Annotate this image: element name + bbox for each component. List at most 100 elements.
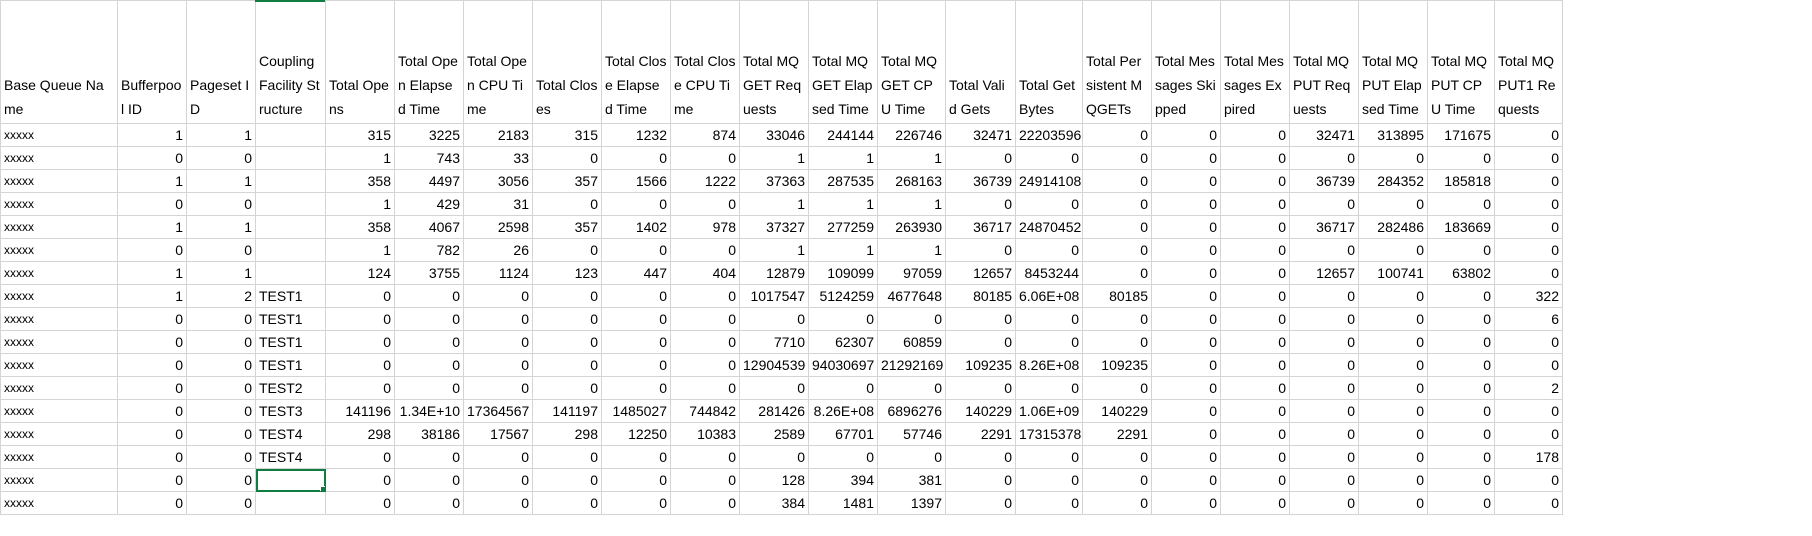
table-cell[interactable]: 178: [1494, 445, 1563, 469]
column-header[interactable]: Total Persistent MQGETs: [1082, 0, 1152, 124]
table-cell[interactable]: 0: [1494, 215, 1563, 239]
table-cell[interactable]: 394: [808, 468, 878, 492]
table-cell[interactable]: 0: [1289, 238, 1359, 262]
table-cell[interactable]: 0: [1082, 307, 1152, 331]
table-cell[interactable]: 0: [325, 376, 395, 400]
active-cell[interactable]: [255, 468, 326, 492]
table-cell[interactable]: 0: [1494, 238, 1563, 262]
table-cell[interactable]: 8453244: [1015, 261, 1083, 285]
table-cell[interactable]: 0: [1358, 353, 1428, 377]
structure-cell[interactable]: [255, 238, 326, 262]
table-cell[interactable]: 171675: [1427, 123, 1495, 147]
table-cell[interactable]: 0: [1494, 399, 1563, 423]
table-cell[interactable]: 0: [1494, 491, 1563, 515]
table-cell[interactable]: 281426: [739, 399, 809, 423]
table-cell[interactable]: 0: [325, 353, 395, 377]
table-cell[interactable]: 109235: [1082, 353, 1152, 377]
column-header[interactable]: Pageset ID: [186, 0, 256, 124]
table-cell[interactable]: 17364567: [463, 399, 533, 423]
table-cell[interactable]: 0: [325, 445, 395, 469]
table-cell[interactable]: 0: [1015, 330, 1083, 354]
table-cell[interactable]: 0: [1289, 399, 1359, 423]
table-cell[interactable]: 0: [1289, 146, 1359, 170]
table-cell[interactable]: 0: [463, 353, 533, 377]
table-cell[interactable]: 384: [739, 491, 809, 515]
table-cell[interactable]: 0: [1289, 353, 1359, 377]
table-cell[interactable]: 0: [1220, 445, 1290, 469]
table-cell[interactable]: 0: [1151, 445, 1221, 469]
structure-cell[interactable]: TEST2: [255, 376, 326, 400]
table-cell[interactable]: 0: [186, 376, 256, 400]
table-cell[interactable]: 0: [1289, 468, 1359, 492]
table-cell[interactable]: 0: [1220, 169, 1290, 193]
table-cell[interactable]: 0: [1151, 284, 1221, 308]
table-cell[interactable]: 3755: [394, 261, 464, 285]
table-cell[interactable]: 0: [670, 284, 740, 308]
table-cell[interactable]: 1: [186, 261, 256, 285]
table-cell[interactable]: 0: [1151, 169, 1221, 193]
table-cell[interactable]: 0: [532, 468, 602, 492]
table-cell[interactable]: 0: [1082, 215, 1152, 239]
table-cell[interactable]: 0: [325, 330, 395, 354]
table-cell[interactable]: 313895: [1358, 123, 1428, 147]
table-cell[interactable]: 0: [1427, 330, 1495, 354]
table-cell[interactable]: 0: [325, 284, 395, 308]
table-cell[interactable]: 0: [1427, 238, 1495, 262]
table-cell[interactable]: 1: [117, 261, 187, 285]
queue-name-cell[interactable]: xxxxx: [0, 238, 118, 262]
table-cell[interactable]: 12657: [1289, 261, 1359, 285]
table-cell[interactable]: 0: [1358, 146, 1428, 170]
table-cell[interactable]: 0: [1358, 376, 1428, 400]
table-cell[interactable]: 0: [117, 399, 187, 423]
table-cell[interactable]: 0: [117, 192, 187, 216]
table-cell[interactable]: 2: [186, 284, 256, 308]
table-cell[interactable]: 0: [394, 284, 464, 308]
table-cell[interactable]: 404: [670, 261, 740, 285]
table-cell[interactable]: 0: [1151, 261, 1221, 285]
table-cell[interactable]: 6.06E+08: [1015, 284, 1083, 308]
table-cell[interactable]: 0: [1151, 307, 1221, 331]
column-header[interactable]: Total Close CPU Time: [670, 0, 740, 124]
structure-cell[interactable]: TEST3: [255, 399, 326, 423]
table-cell[interactable]: 0: [1220, 422, 1290, 446]
table-cell[interactable]: 0: [1082, 445, 1152, 469]
table-cell[interactable]: 24870452: [1015, 215, 1083, 239]
table-cell[interactable]: 0: [1151, 146, 1221, 170]
table-cell[interactable]: 0: [1151, 330, 1221, 354]
table-cell[interactable]: 36717: [1289, 215, 1359, 239]
table-cell[interactable]: 357: [532, 215, 602, 239]
table-cell[interactable]: 0: [1220, 146, 1290, 170]
table-cell[interactable]: 3056: [463, 169, 533, 193]
table-cell[interactable]: 0: [186, 468, 256, 492]
table-cell[interactable]: 0: [1220, 192, 1290, 216]
column-header[interactable]: Coupling Facility Structure: [255, 0, 326, 124]
structure-cell[interactable]: TEST1: [255, 353, 326, 377]
table-cell[interactable]: 4677648: [877, 284, 946, 308]
table-cell[interactable]: 0: [186, 330, 256, 354]
table-cell[interactable]: 0: [1289, 307, 1359, 331]
table-cell[interactable]: 0: [117, 491, 187, 515]
table-cell[interactable]: 0: [1220, 399, 1290, 423]
queue-name-cell[interactable]: xxxxx: [0, 284, 118, 308]
table-cell[interactable]: 743: [394, 146, 464, 170]
table-cell[interactable]: 97059: [877, 261, 946, 285]
table-cell[interactable]: 0: [1427, 376, 1495, 400]
structure-cell[interactable]: [255, 123, 326, 147]
table-cell[interactable]: 36717: [945, 215, 1016, 239]
table-cell[interactable]: 0: [1289, 330, 1359, 354]
table-cell[interactable]: 0: [186, 445, 256, 469]
table-cell[interactable]: 0: [1151, 468, 1221, 492]
column-header[interactable]: Total Messages Expired: [1220, 0, 1290, 124]
table-cell[interactable]: 0: [1494, 192, 1563, 216]
table-cell[interactable]: 284352: [1358, 169, 1428, 193]
table-cell[interactable]: 0: [1220, 215, 1290, 239]
table-cell[interactable]: 0: [394, 491, 464, 515]
table-cell[interactable]: 0: [117, 445, 187, 469]
structure-cell[interactable]: [255, 169, 326, 193]
table-cell[interactable]: 100741: [1358, 261, 1428, 285]
table-cell[interactable]: 0: [1358, 192, 1428, 216]
table-cell[interactable]: 3225: [394, 123, 464, 147]
queue-name-cell[interactable]: xxxxx: [0, 399, 118, 423]
queue-name-cell[interactable]: xxxxx: [0, 491, 118, 515]
